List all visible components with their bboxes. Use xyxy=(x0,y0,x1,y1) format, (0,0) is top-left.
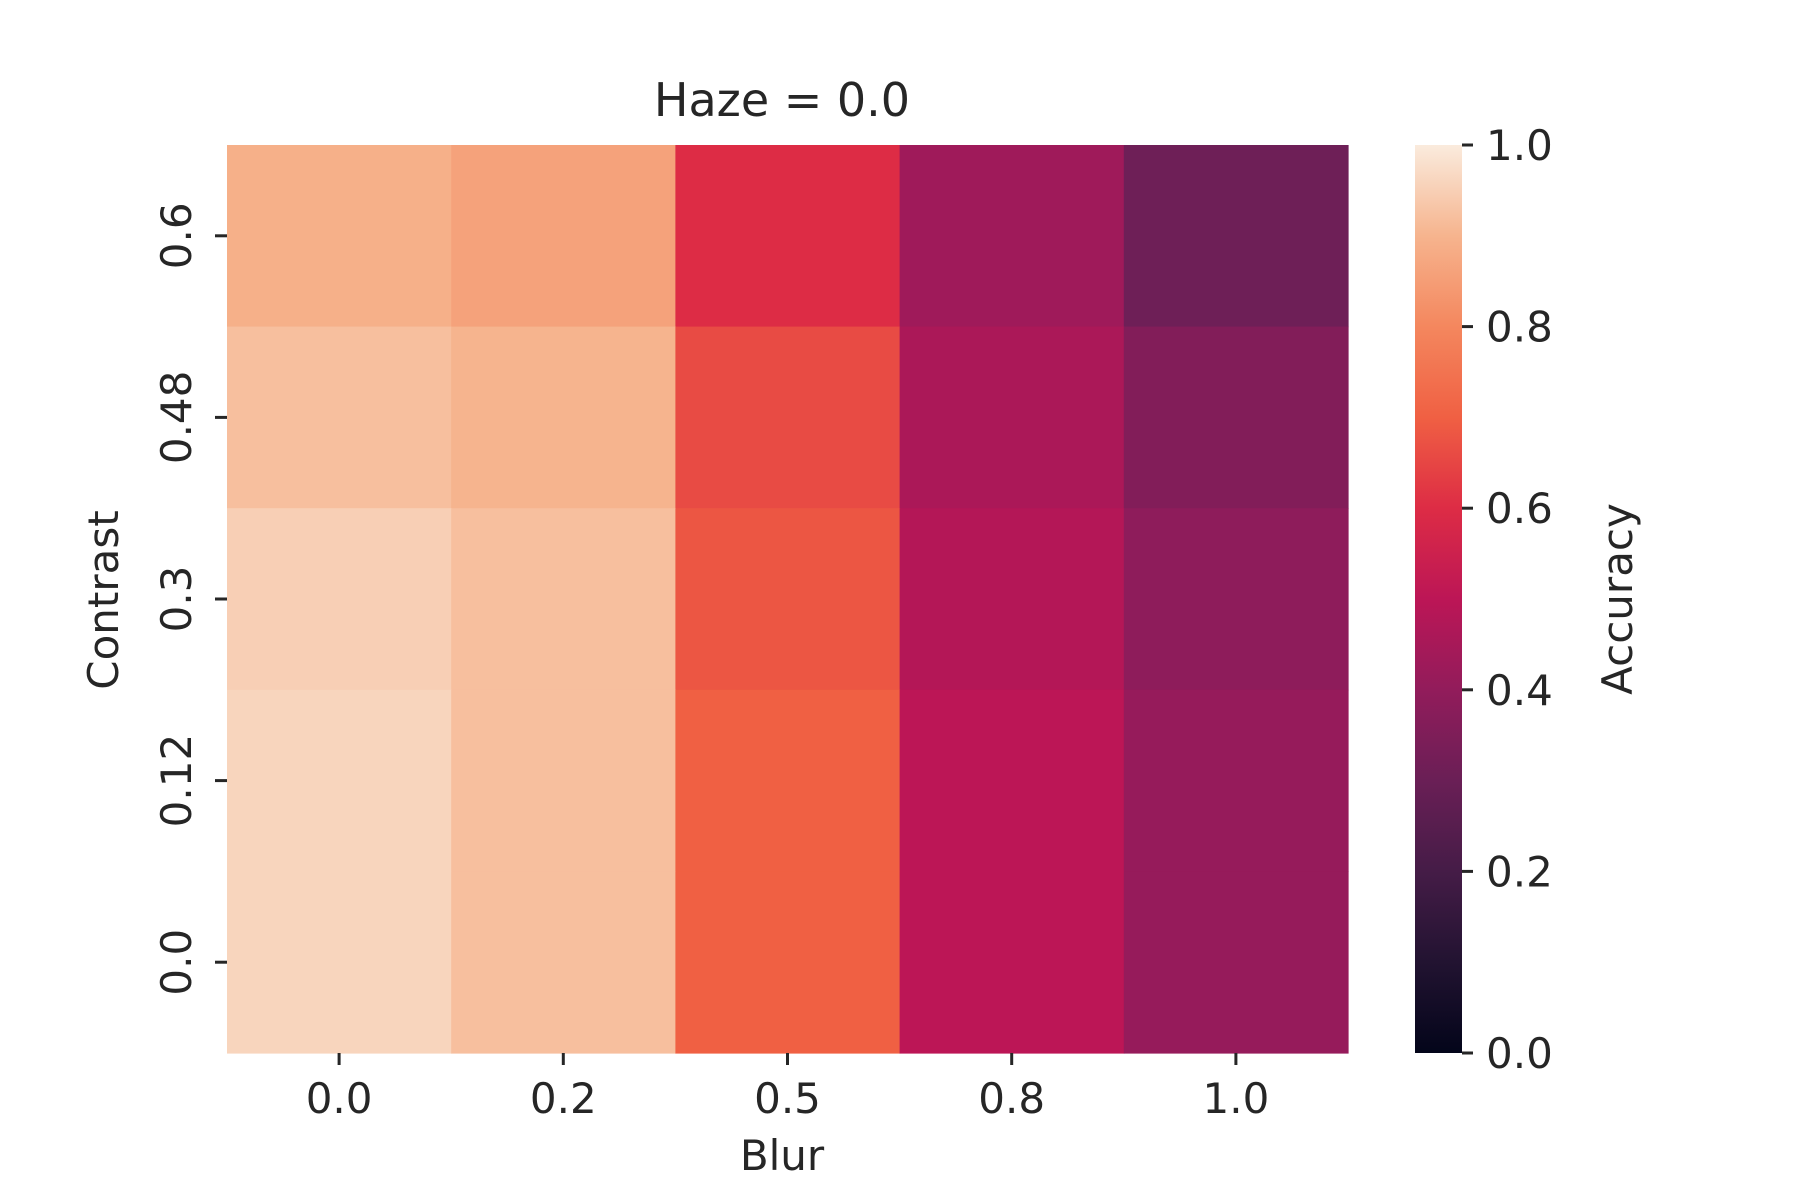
y-tick-label: 0.12 xyxy=(152,734,201,828)
colorbar-tick-label: 0.6 xyxy=(1486,484,1553,533)
y-tick-label: 0.3 xyxy=(152,566,201,633)
colorbar-ticks: 0.0 0.2 0.4 0.6 0.8 1.0 xyxy=(1462,121,1553,1078)
heatmap-cell xyxy=(675,508,901,691)
heatmap-cell xyxy=(899,508,1125,691)
colorbar-gradient xyxy=(1415,145,1462,1053)
heatmap-cell xyxy=(899,689,1125,872)
heatmap-cells xyxy=(227,145,1349,1054)
heatmap-cell xyxy=(451,871,676,1054)
heatmap-cell xyxy=(451,689,676,872)
heatmap-cell xyxy=(1123,871,1349,1054)
heatmap-cell xyxy=(899,326,1125,509)
heatmap-cell xyxy=(675,871,901,1054)
heatmap-cell xyxy=(1123,145,1349,328)
x-tick-label: 0.2 xyxy=(530,1074,597,1123)
heatmap-cell xyxy=(227,508,452,691)
heatmap-cell xyxy=(1123,508,1349,691)
heatmap-cell xyxy=(1123,326,1349,509)
colorbar: 0.0 0.2 0.4 0.6 0.8 1.0 Accuracy xyxy=(1415,121,1642,1078)
x-tick-label: 1.0 xyxy=(1203,1074,1270,1123)
heatmap-cell xyxy=(451,326,676,509)
heatmap-cell xyxy=(451,508,676,691)
colorbar-tick-label: 1.0 xyxy=(1486,121,1553,170)
y-axis-label: Contrast xyxy=(79,510,128,689)
heatmap-cell xyxy=(227,871,452,1054)
heatmap-cell xyxy=(675,145,901,328)
heatmap-cell xyxy=(451,145,676,328)
colorbar-tick-label: 0.0 xyxy=(1486,1029,1553,1078)
y-tick-label: 0.0 xyxy=(152,929,201,996)
heatmap-cell xyxy=(227,689,452,872)
colorbar-label: Accuracy xyxy=(1593,503,1642,695)
y-tick-label: 0.48 xyxy=(152,371,201,465)
x-tick-label: 0.0 xyxy=(306,1074,373,1123)
heatmap-cell xyxy=(227,145,452,328)
colorbar-tick-label: 0.8 xyxy=(1486,303,1553,352)
y-tick-label: 0.6 xyxy=(152,202,201,269)
chart-title: Haze = 0.0 xyxy=(654,73,910,127)
heatmap-cell xyxy=(675,326,901,509)
heatmap-cell xyxy=(1123,689,1349,872)
x-tick-label: 0.5 xyxy=(754,1074,821,1123)
heatmap-cell xyxy=(899,871,1125,1054)
x-tick-label: 0.8 xyxy=(978,1074,1045,1123)
heatmap-cell xyxy=(227,326,452,509)
x-axis-label: Blur xyxy=(740,1131,825,1180)
heatmap-cell xyxy=(675,689,901,872)
x-axis: 0.0 0.2 0.5 0.8 1.0 xyxy=(306,1053,1270,1123)
colorbar-tick-label: 0.4 xyxy=(1486,666,1553,715)
y-axis: 0.6 0.48 0.3 0.12 0.0 xyxy=(152,202,227,996)
colorbar-tick-label: 0.2 xyxy=(1486,847,1553,896)
heatmap-cell xyxy=(899,145,1125,328)
